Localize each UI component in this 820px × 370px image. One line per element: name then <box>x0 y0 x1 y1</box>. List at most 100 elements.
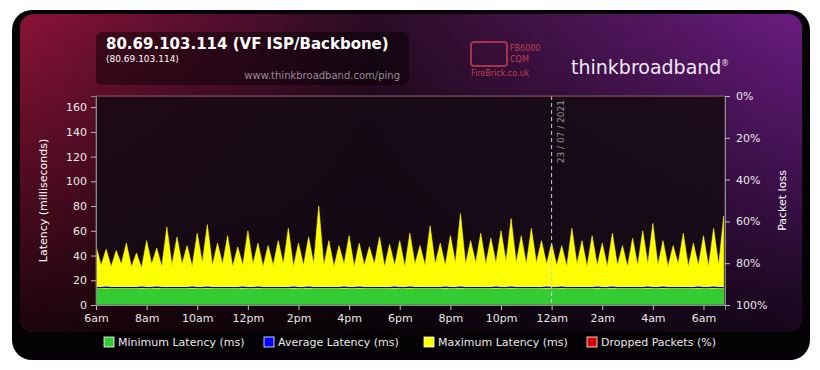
brand-logo: thinkbroadband <box>571 56 721 78</box>
tick-label: 80% <box>736 257 760 270</box>
tick-label: 6pm <box>388 312 413 325</box>
source-url: www.thinkbroadband.com/ping <box>244 70 400 81</box>
tick-mark <box>725 96 730 97</box>
tick-label: 12pm <box>233 312 265 325</box>
tick-label: 6am <box>692 312 716 325</box>
series-line <box>96 286 724 288</box>
tick-mark <box>725 305 730 306</box>
background <box>20 14 802 332</box>
tick-label: 2pm <box>287 312 312 325</box>
tick-label: 20 <box>73 274 87 287</box>
tick-mark <box>91 280 96 281</box>
tick: 0 <box>80 299 96 312</box>
tick: 140 <box>66 126 96 139</box>
series-area <box>96 206 724 305</box>
tick-mark <box>725 221 730 222</box>
chart: 80.69.103.114 (VF ISP/Backbone)(80.69.10… <box>0 0 820 370</box>
legend-swatch <box>264 337 274 347</box>
tick-label: 8am <box>135 312 159 325</box>
legend-label: Dropped Packets (%) <box>601 336 716 349</box>
tick-mark <box>725 263 730 264</box>
tick-mark <box>501 305 502 310</box>
tick: 80% <box>725 257 760 270</box>
tick: 20 <box>73 274 96 287</box>
tick-label: 100% <box>736 299 767 312</box>
axis-title: Latency (milliseconds) <box>37 139 50 262</box>
frame <box>12 10 810 360</box>
tick: 120 <box>66 151 96 164</box>
tick-label: 60 <box>73 225 87 238</box>
tick-label: 6am <box>84 312 108 325</box>
tick-label: 10pm <box>486 312 518 325</box>
tick: 6am <box>692 305 716 325</box>
legend-label: Minimum Latency (ms) <box>118 336 244 349</box>
tick-mark <box>91 231 96 232</box>
tick-mark <box>91 305 96 306</box>
tick: 60% <box>725 215 760 228</box>
tick-mark <box>725 138 730 139</box>
tick-label: 4pm <box>337 312 362 325</box>
tick-mark <box>450 305 451 310</box>
legend-label: Average Latency (ms) <box>278 336 399 349</box>
tick: 12am <box>536 305 567 325</box>
tick: 40% <box>725 174 760 187</box>
tick: 10am <box>182 305 213 325</box>
tick-mark <box>653 305 654 310</box>
tick-label: 2am <box>591 312 615 325</box>
tick-mark <box>248 305 249 310</box>
firebrick-icon <box>471 42 507 66</box>
subtitle: (80.69.103.114) <box>106 54 179 64</box>
tick-mark <box>552 305 553 310</box>
tick: 20% <box>725 132 760 145</box>
tick-mark <box>91 206 96 207</box>
tick-label: 40% <box>736 174 760 187</box>
tick: 0% <box>725 90 753 103</box>
date-label: 23 / 07 / 2021 <box>556 100 566 163</box>
axis-title: Packet loss <box>776 170 789 231</box>
axis: 6am 8am 10am 12pm 2pm 4pm 6pm 8pm 10pm 12am 2am 4am… <box>84 305 725 325</box>
plot-frame <box>96 96 725 305</box>
axis: 020406080100120140160 <box>66 97 97 313</box>
tick-mark <box>703 305 704 310</box>
tick-label: 4am <box>641 312 665 325</box>
tick-label: 100 <box>66 175 87 188</box>
tick-mark <box>298 305 299 310</box>
brand-logo-reg: ® <box>721 59 729 68</box>
logo-text: CQM <box>510 55 529 64</box>
tick-label: 140 <box>66 126 87 139</box>
axis-line <box>91 97 97 306</box>
tick: 4am <box>641 305 665 325</box>
tick: 6pm <box>388 305 413 325</box>
tick-mark <box>147 305 148 310</box>
date-marker <box>551 96 552 305</box>
tick-label: 0 <box>80 299 87 312</box>
tick-mark <box>91 256 96 257</box>
tick-label: 10am <box>182 312 213 325</box>
tick-label: 0% <box>736 90 753 103</box>
tick-label: 12am <box>536 312 567 325</box>
tick: 4pm <box>337 305 362 325</box>
legend-label: Maximum Latency (ms) <box>438 336 568 349</box>
axis: 100% 80% 60% 40% 20% 0% <box>725 90 767 312</box>
tick: 12pm <box>233 305 265 325</box>
tick: 8pm <box>439 305 464 325</box>
tick-mark <box>349 305 350 310</box>
tick: 100% <box>725 299 767 312</box>
legend-swatch <box>104 337 114 347</box>
tick-label: 40 <box>73 250 87 263</box>
legend-swatch <box>587 337 597 347</box>
tick: 8am <box>135 305 159 325</box>
tick: 40 <box>73 250 96 263</box>
tick-mark <box>91 181 96 182</box>
legend: Minimum Latency (ms) Average Latency (ms)… <box>104 336 716 349</box>
tick-mark <box>197 305 198 310</box>
tick-mark <box>400 305 401 310</box>
tick-label: 8pm <box>439 312 464 325</box>
tick-mark <box>91 157 96 158</box>
tick-label: 60% <box>736 215 760 228</box>
title: 80.69.103.114 (VF ISP/Backbone) <box>106 35 389 53</box>
legend-swatch <box>424 337 434 347</box>
tick: 6am <box>84 305 108 325</box>
axis-line <box>97 306 726 311</box>
tick: 10pm <box>486 305 518 325</box>
